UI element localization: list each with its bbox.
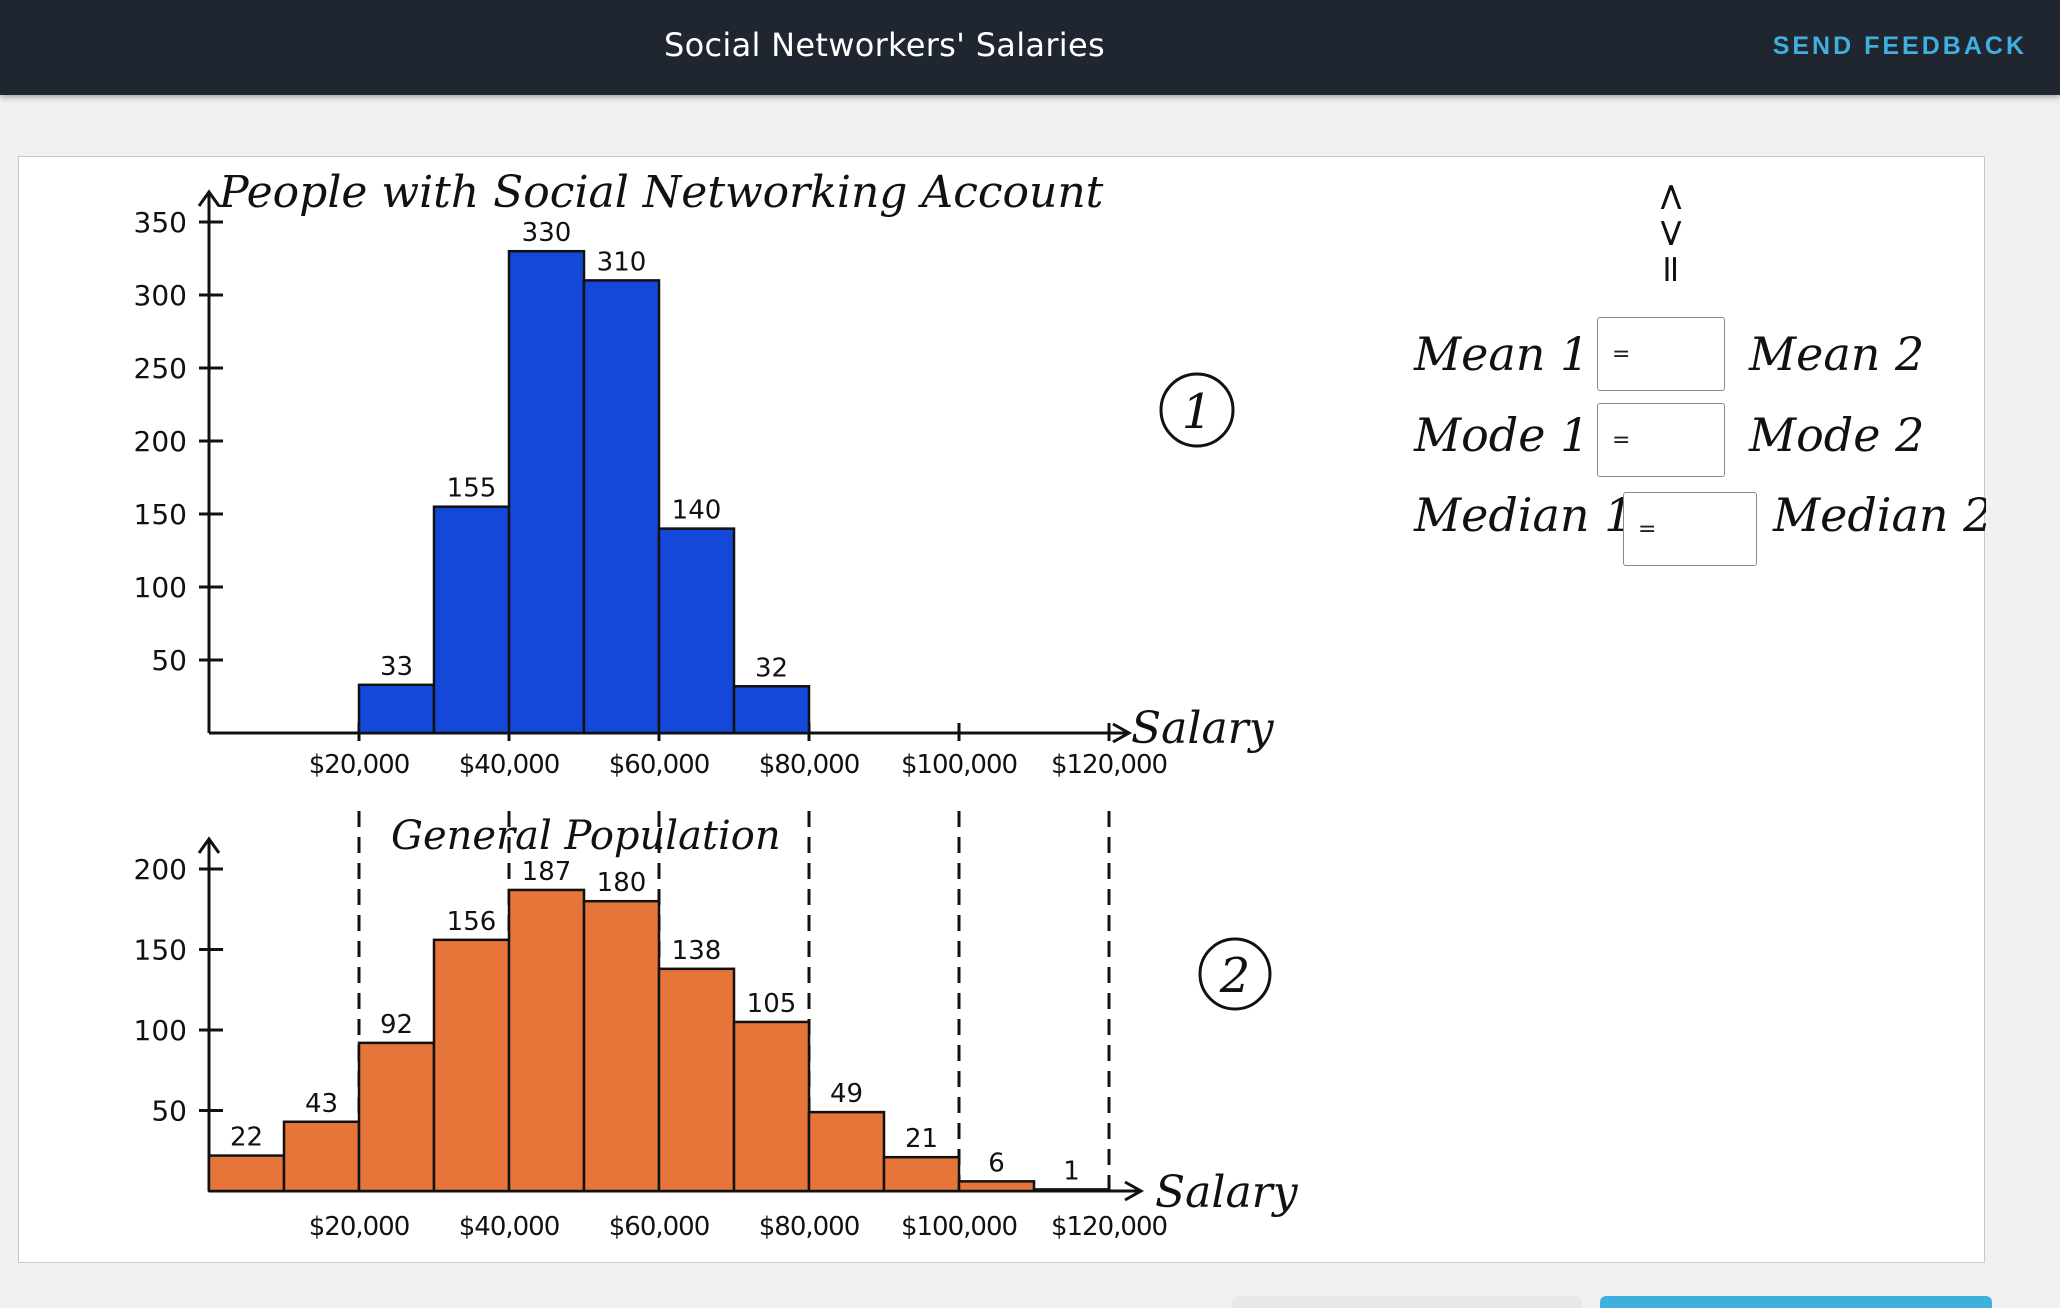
chart-social-networkers: People with Social Networking Account Sal…	[134, 167, 1275, 780]
send-feedback-button[interactable]: SEND FEEDBACK	[1772, 32, 2027, 60]
y-tick-label: 150	[134, 498, 187, 531]
bar-value-label: 105	[747, 989, 797, 1019]
comparison-left-label: Mode 1	[1413, 408, 1589, 462]
histogram-bar	[657, 527, 736, 735]
bar-value-label: 187	[522, 857, 572, 887]
x-tick-label: $120,000	[1051, 1212, 1167, 1242]
chart-marker-number: 1	[1182, 384, 1213, 440]
chart-marker-circle	[1159, 372, 1235, 448]
histogram-bar	[357, 1041, 436, 1193]
histogram-bar	[207, 1154, 286, 1193]
y-tick-label: 200	[134, 425, 187, 458]
comparison-left-label: Median 1	[1413, 488, 1633, 542]
bar-value-label: 43	[305, 1089, 338, 1119]
chart-marker-number: 2	[1219, 948, 1251, 1004]
chart-title: General Population	[391, 813, 781, 859]
x-tick-label: $100,000	[901, 1212, 1017, 1242]
y-tick-label: 350	[134, 206, 187, 239]
histogram-bar	[732, 1020, 811, 1193]
y-tick-label: 300	[134, 279, 187, 312]
bar-value-label: 330	[522, 218, 572, 248]
histogram-bar	[807, 1110, 886, 1193]
mean-compare-input[interactable]	[1597, 317, 1725, 391]
comparison-left-label: Mean 1	[1413, 327, 1589, 381]
y-tick-label: 100	[134, 571, 187, 604]
histogram-bar	[732, 685, 811, 735]
histogram-bar	[882, 1155, 961, 1193]
histogram-figure: People with Social Networking Account Sal…	[134, 167, 1986, 1242]
bar-value-label: 32	[755, 653, 788, 683]
chart-title: People with Social Networking Account	[218, 167, 1104, 218]
top-bar: Social Networkers' Salaries SEND FEEDBAC…	[0, 0, 2060, 95]
bar-value-label: 310	[597, 247, 647, 277]
bar-value-label: 21	[905, 1124, 938, 1154]
y-tick-label: 50	[151, 644, 187, 677]
y-axis-arrow	[197, 836, 221, 854]
bar-value-label: 140	[672, 496, 722, 526]
bar-value-label: 92	[380, 1010, 413, 1040]
comparison-right-label: Mode 2	[1748, 408, 1924, 462]
relation-symbol: >	[1650, 217, 1694, 249]
y-tick-label: 250	[134, 352, 187, 385]
y-tick-label: 200	[134, 853, 187, 886]
x-tick-label: $20,000	[309, 1212, 410, 1242]
bar-value-label: 180	[597, 868, 647, 898]
median-compare-input[interactable]	[1623, 492, 1757, 566]
x-tick-label: $60,000	[609, 750, 710, 780]
histogram-bar	[357, 683, 436, 735]
comparison-panel: < > = Mean 1 Mean 2 Mode 1 Mode 2 Median 1 Media…	[1413, 181, 1986, 542]
bar-value-label: 156	[447, 907, 497, 937]
secondary-button[interactable]	[1232, 1296, 1582, 1308]
x-tick-label: $40,000	[459, 1212, 560, 1242]
y-axis-arrow	[197, 189, 221, 207]
histogram-bar	[507, 249, 586, 735]
histogram-bar	[1032, 1188, 1111, 1193]
page-title: Social Networkers' Salaries	[664, 26, 1105, 64]
bar-value-label: 22	[230, 1123, 263, 1153]
histogram-bar	[282, 1120, 361, 1193]
histogram-bar	[507, 888, 586, 1193]
bar-value-label: 33	[380, 652, 413, 682]
y-tick-label: 50	[151, 1095, 187, 1128]
x-axis-arrow	[1112, 722, 1133, 744]
histogram-bar	[582, 279, 661, 735]
submit-button[interactable]	[1600, 1296, 1992, 1308]
relation-symbol: =	[1650, 253, 1694, 285]
x-tick-label: $80,000	[759, 1212, 860, 1242]
y-tick-label: 100	[134, 1014, 187, 1047]
histogram-bar	[657, 967, 736, 1193]
x-axis-label: Salary	[1155, 1167, 1299, 1218]
bar-value-label: 1	[1063, 1156, 1080, 1186]
quiz-canvas: People with Social Networking Account Sal…	[18, 156, 1986, 1263]
histogram-bar	[957, 1180, 1036, 1193]
histogram-bar	[432, 505, 511, 735]
bar-value-label: 155	[447, 474, 497, 504]
chart-general-population: General Population Salary 50 100 150 200 $20,0…	[134, 811, 1299, 1242]
mode-compare-input[interactable]	[1597, 403, 1725, 477]
x-tick-label: $40,000	[459, 750, 560, 780]
y-tick-label: 150	[134, 934, 187, 967]
x-tick-label: $100,000	[901, 750, 1017, 780]
histogram-bar	[582, 899, 661, 1193]
relation-symbol: <	[1650, 181, 1694, 213]
bar-value-label: 49	[830, 1079, 863, 1109]
x-tick-label: $60,000	[609, 1212, 710, 1242]
histogram-bar	[432, 938, 511, 1193]
chart-marker-circle	[1198, 937, 1272, 1011]
bar-value-label: 6	[988, 1148, 1005, 1178]
x-axis-label: Salary	[1131, 703, 1275, 754]
x-tick-label: $120,000	[1051, 750, 1167, 780]
x-tick-label: $20,000	[309, 750, 410, 780]
comparison-right-label: Median 2	[1772, 488, 1986, 542]
x-tick-label: $80,000	[759, 750, 860, 780]
comparison-right-label: Mean 2	[1748, 327, 1924, 381]
x-axis-arrow	[1124, 1180, 1145, 1202]
bar-value-label: 138	[672, 936, 722, 966]
